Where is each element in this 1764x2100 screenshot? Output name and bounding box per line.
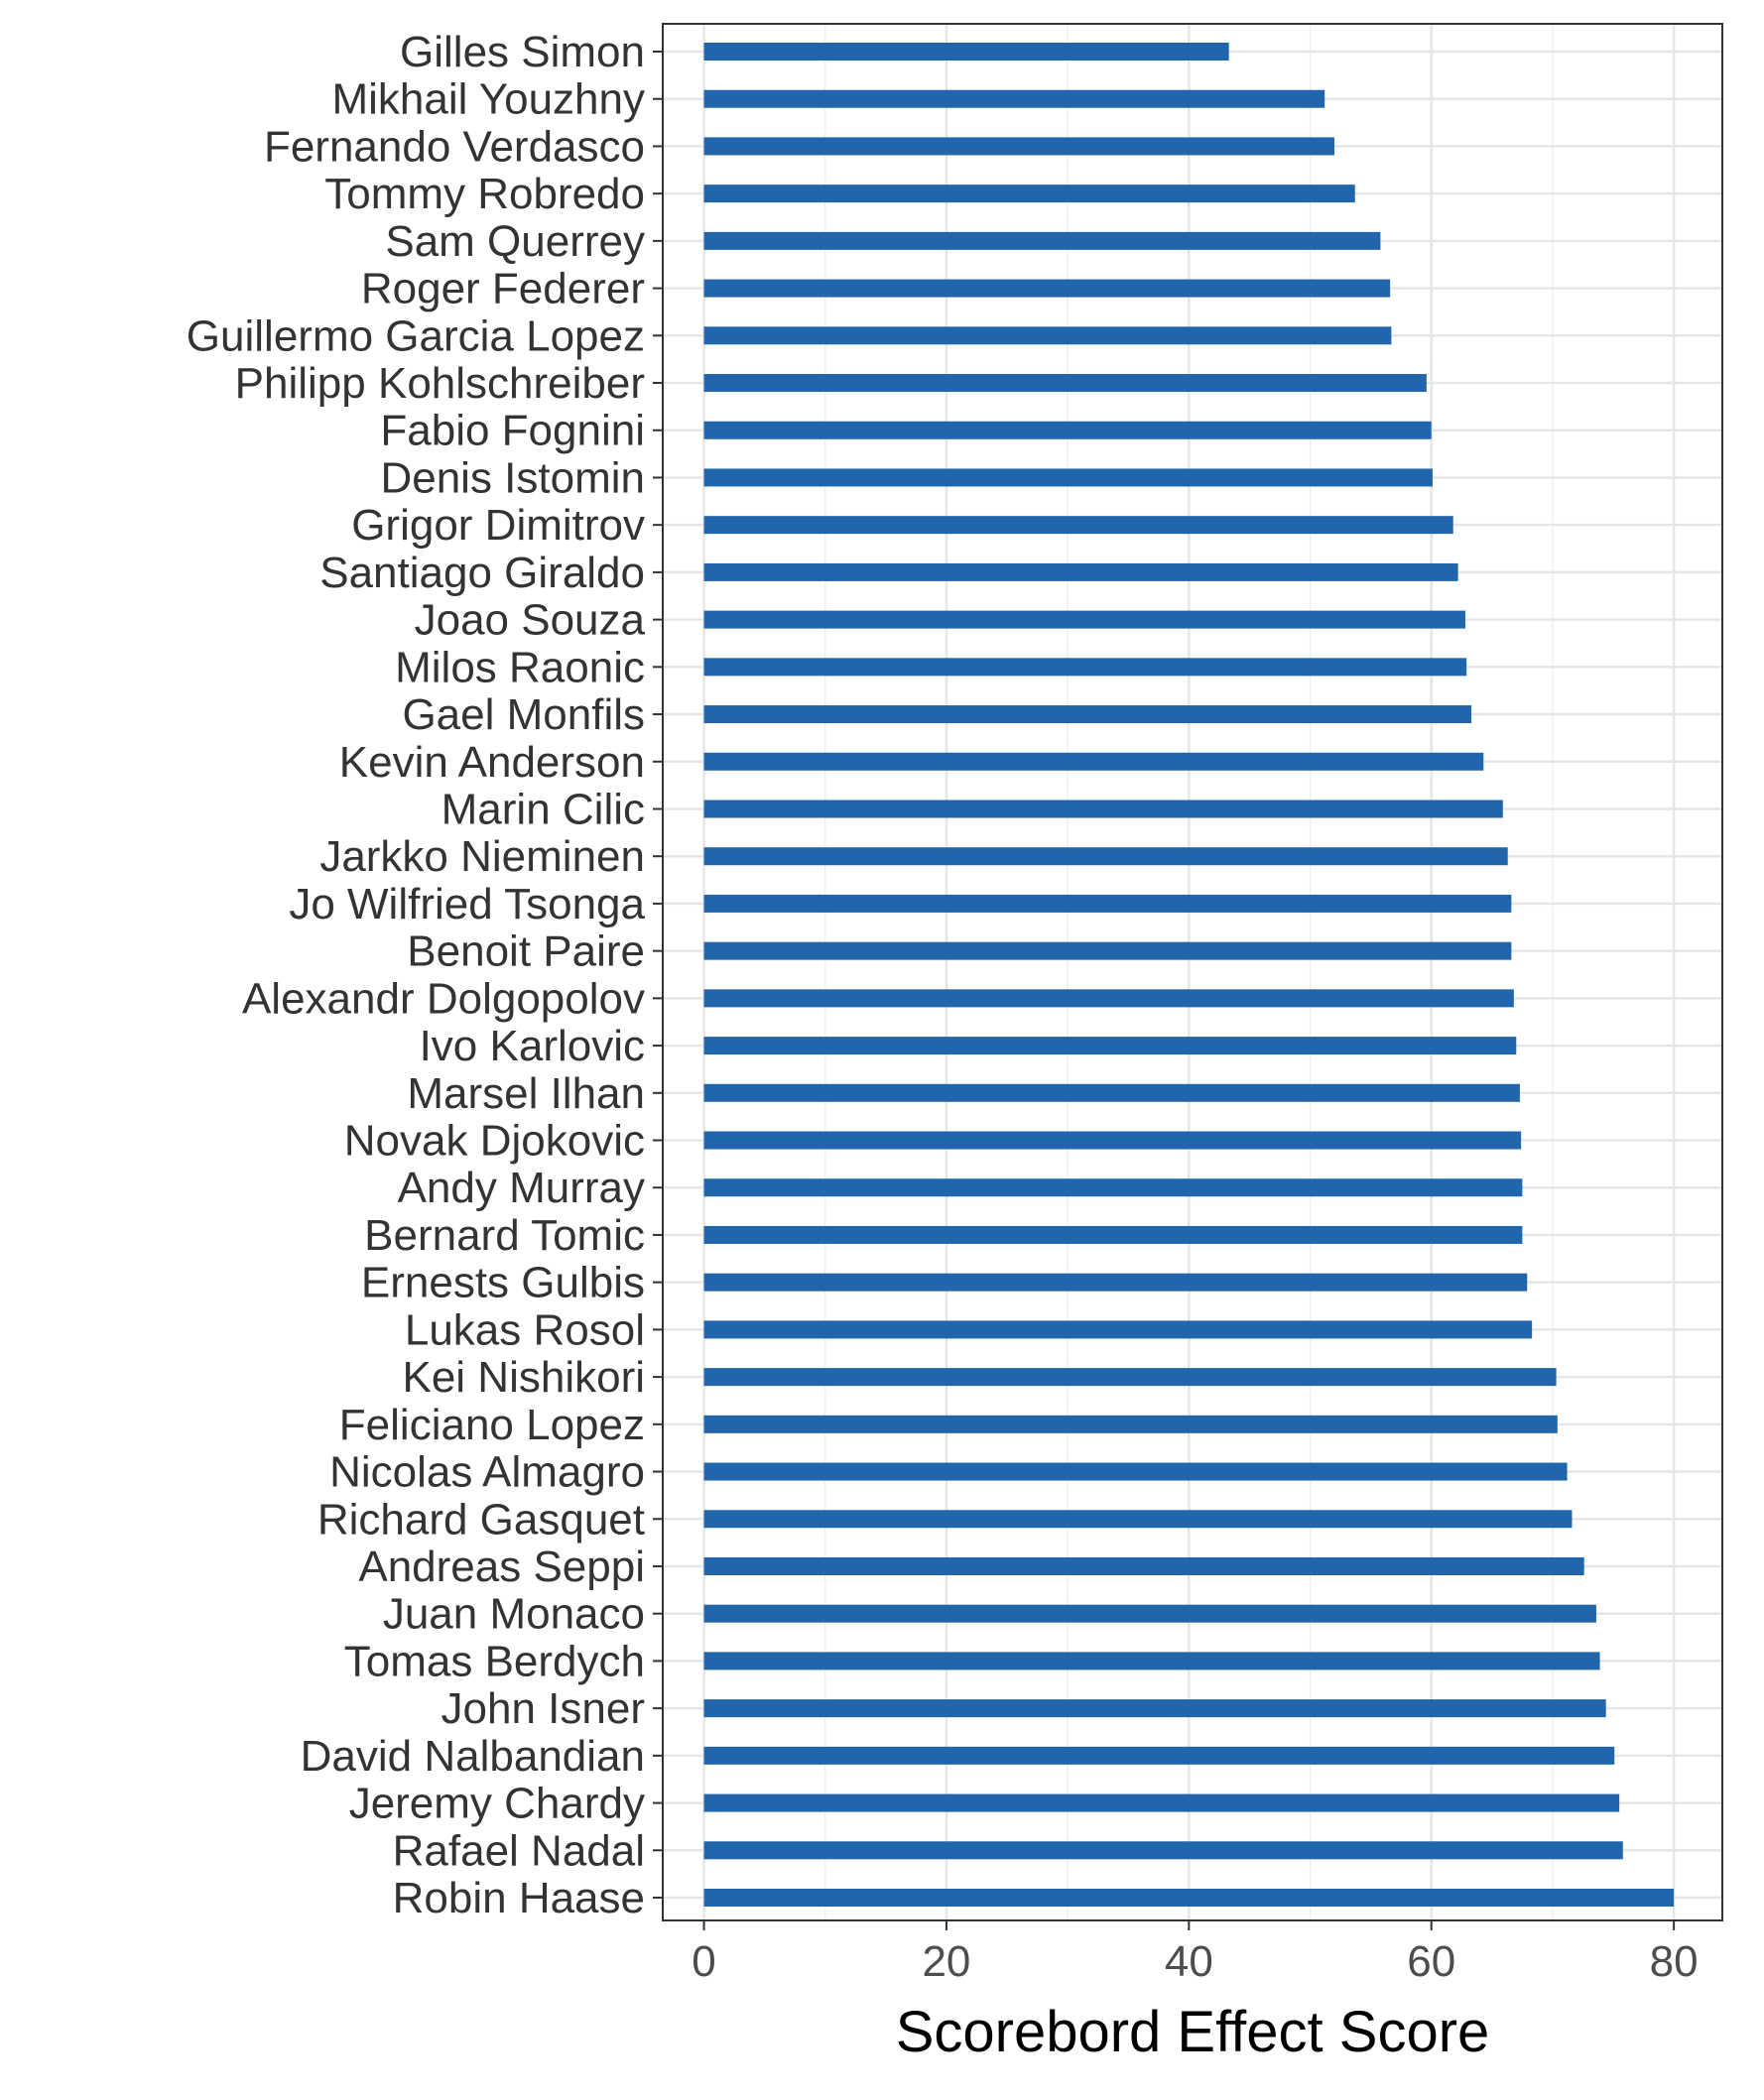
y-tick-label: Andreas Seppi xyxy=(358,1543,645,1591)
y-tick-label: Richard Gasquet xyxy=(317,1495,645,1544)
x-tick-label: 40 xyxy=(1165,1937,1213,1986)
y-tick-label: Marsel Ilhan xyxy=(407,1069,645,1118)
bar xyxy=(703,610,1465,629)
y-tick-label: Tommy Robredo xyxy=(324,170,645,218)
bar xyxy=(703,1415,1558,1433)
bar xyxy=(703,1037,1517,1055)
bar xyxy=(703,231,1381,250)
y-tick-label: Rafael Nadal xyxy=(393,1826,645,1875)
y-tick-label: Kevin Anderson xyxy=(339,738,645,787)
y-tick-label: Alexandr Dolgopolov xyxy=(242,974,645,1023)
bar xyxy=(703,1556,1584,1575)
y-tick-label: Ivo Karlovic xyxy=(420,1022,645,1070)
bar xyxy=(703,752,1484,771)
y-tick-label: Feliciano Lopez xyxy=(339,1401,645,1449)
bar xyxy=(703,89,1325,108)
y-tick-label: Fabio Fognini xyxy=(380,407,645,455)
bar xyxy=(703,1889,1675,1907)
x-axis-title: Scorebord Effect Score xyxy=(896,2000,1490,2064)
y-tick-label: Guillermo Garcia Lopez xyxy=(187,311,645,360)
bar xyxy=(703,137,1334,156)
y-tick-label: Grigor Dimitrov xyxy=(351,501,645,550)
y-tick-label: Santiago Giraldo xyxy=(319,549,645,597)
y-tick-label: Roger Federer xyxy=(361,265,645,313)
y-tick-label: John Isner xyxy=(441,1684,645,1733)
bar xyxy=(703,1699,1606,1718)
y-tick-label: Denis Istomin xyxy=(380,453,645,502)
y-tick-label: Kei Nishikori xyxy=(402,1353,645,1402)
bar xyxy=(703,1273,1528,1292)
y-tick-label: Novak Djokovic xyxy=(344,1117,645,1166)
y-tick-label: Bernard Tomic xyxy=(364,1211,645,1260)
bars xyxy=(703,43,1675,1907)
y-tick-label: Nicolas Almagro xyxy=(329,1448,645,1497)
bar xyxy=(703,989,1514,1008)
y-tick-label: Benoit Paire xyxy=(407,927,645,976)
y-tick-label: David Nalbandian xyxy=(301,1732,645,1781)
y-tick-label: Tomas Berdych xyxy=(344,1637,645,1685)
bar xyxy=(703,468,1433,487)
bar xyxy=(703,326,1392,345)
y-tick-label: Juan Monaco xyxy=(383,1590,645,1639)
y-tick-label: Sam Querrey xyxy=(385,217,645,266)
y-tick-label: Joao Souza xyxy=(415,596,646,645)
bar xyxy=(703,421,1432,439)
y-tick-label: Gilles Simon xyxy=(400,28,645,76)
x-tick-label: 20 xyxy=(922,1937,970,1986)
bar xyxy=(703,1225,1523,1244)
bar xyxy=(703,43,1229,61)
y-tick-label: Fernando Verdasco xyxy=(264,122,645,171)
bar xyxy=(703,894,1512,913)
y-tick-label: Gael Monfils xyxy=(402,690,645,739)
bar xyxy=(703,516,1453,535)
bar xyxy=(703,705,1472,724)
y-tick-label: Jeremy Chardy xyxy=(349,1780,645,1828)
y-tick-label: Jo Wilfried Tsonga xyxy=(289,880,645,928)
y-tick-label: Milos Raonic xyxy=(395,643,645,691)
y-tick-label: Philipp Kohlschreiber xyxy=(235,359,645,408)
x-axis-ticks xyxy=(702,1920,1676,1930)
y-tick-label: Marin Cilic xyxy=(441,785,645,833)
bar xyxy=(703,562,1458,581)
bar xyxy=(703,1178,1523,1197)
y-tick-label: Mikhail Youzhny xyxy=(331,75,645,124)
x-axis-labels: 0 20 40 60 80 xyxy=(692,1937,1698,1986)
bar xyxy=(703,1131,1522,1150)
x-tick-label: 80 xyxy=(1650,1937,1699,1986)
x-tick-label: 60 xyxy=(1407,1937,1455,1986)
bar xyxy=(703,374,1427,393)
panel-border xyxy=(662,23,1723,1921)
bar xyxy=(703,847,1508,866)
bar xyxy=(703,1368,1557,1387)
y-tick-label: Jarkko Nieminen xyxy=(319,832,645,881)
y-axis-ticks xyxy=(653,51,663,1899)
bar xyxy=(703,1841,1623,1860)
bar xyxy=(703,941,1512,960)
y-tick-label: Andy Murray xyxy=(398,1164,645,1212)
bar xyxy=(703,1320,1533,1339)
bar xyxy=(703,1462,1568,1481)
bar xyxy=(703,1510,1573,1529)
bar xyxy=(703,658,1467,677)
bar xyxy=(703,279,1391,298)
y-tick-label: Lukas Rosol xyxy=(405,1305,645,1354)
bar xyxy=(703,185,1355,203)
y-tick-label: Ernests Gulbis xyxy=(361,1259,645,1307)
y-tick-label: Robin Haase xyxy=(393,1874,645,1922)
bar xyxy=(703,1793,1620,1812)
bar xyxy=(703,1746,1615,1765)
x-tick-label: 0 xyxy=(692,1937,715,1986)
bar xyxy=(703,1083,1520,1102)
bar xyxy=(703,1652,1600,1670)
bar xyxy=(703,800,1503,818)
bar xyxy=(703,1604,1596,1623)
